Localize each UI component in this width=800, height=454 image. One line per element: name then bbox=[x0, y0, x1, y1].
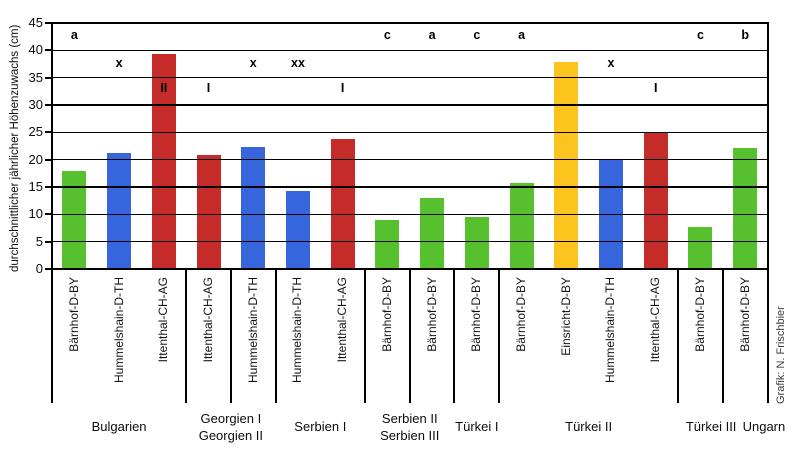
x-group-label-t-rkei-i: Türkei I bbox=[455, 419, 499, 434]
x-bar-label: Bärnhof-D-BY bbox=[424, 277, 439, 352]
group-divider-after-georgien-i bbox=[229, 269, 232, 403]
group-divider-after-t-rkei-i bbox=[498, 269, 501, 403]
y-tick-label-45: 45 bbox=[28, 15, 43, 30]
y-tick-label-20: 20 bbox=[28, 151, 43, 167]
group-divider-after-serbien-ii bbox=[408, 269, 411, 403]
x-bar-label: Hummelshain-D-TH bbox=[290, 277, 305, 384]
y-tick-0 bbox=[44, 268, 52, 270]
x-group-label-ungarn: Ungarn bbox=[742, 419, 786, 434]
plot-right-border bbox=[767, 22, 769, 403]
group-divider-after-georgien-ii bbox=[274, 269, 277, 403]
x-bar-label: Ittenthal-CH-AG bbox=[335, 277, 350, 363]
x-bar-label: Bärnhof-D-BY bbox=[469, 277, 484, 352]
significance-annotation: I bbox=[340, 81, 345, 96]
significance-annotation: c bbox=[696, 28, 704, 43]
significance-annotation: a bbox=[70, 28, 78, 43]
plot-top-border bbox=[51, 22, 769, 24]
group-divider-after-serbien-iii bbox=[453, 269, 456, 403]
x-bar-label: Hummelshain-D-TH bbox=[111, 277, 126, 384]
x-bar-label: Einsricht-D-BY bbox=[558, 277, 573, 356]
significance-annotation: c bbox=[383, 28, 391, 43]
significance-annotation: II bbox=[160, 81, 168, 96]
bar-einsricht-d-by bbox=[554, 62, 579, 269]
gridline-10 bbox=[52, 213, 768, 216]
x-bar-label: Bärnhof-D-BY bbox=[379, 277, 394, 352]
y-axis-line bbox=[50, 22, 53, 403]
y-tick-30 bbox=[44, 104, 52, 106]
x-group-label-bulgarien: Bulgarien bbox=[91, 419, 147, 434]
y-tick-40 bbox=[44, 49, 52, 52]
x-bar-label: Ittenthal-CH-AG bbox=[648, 277, 663, 363]
x-group-label-t-rkei-iii: Türkei III bbox=[685, 419, 737, 434]
y-tick-35 bbox=[44, 76, 52, 79]
significance-annotation: I bbox=[653, 81, 658, 96]
gridline-35 bbox=[52, 76, 768, 79]
significance-annotation: x bbox=[607, 56, 615, 70]
gridline-20 bbox=[52, 158, 768, 161]
bar-ittenthal-ch-ag bbox=[330, 138, 355, 269]
gridline-15 bbox=[52, 186, 768, 188]
x-group-label-serbien-i: Serbien I bbox=[294, 419, 347, 434]
y-tick-5 bbox=[44, 240, 52, 243]
bar-hummelshain-d-th bbox=[107, 153, 132, 269]
significance-annotation: b bbox=[741, 28, 749, 43]
x-bar-label: Hummelshain-D-TH bbox=[603, 277, 618, 384]
x-group-label-t-rkei-ii: Türkei II bbox=[565, 419, 613, 434]
x-bar-label: Bärnhof-D-BY bbox=[66, 277, 81, 352]
bar-ittenthal-ch-ag bbox=[196, 154, 221, 269]
gridline-5 bbox=[52, 240, 768, 243]
significance-annotation: a bbox=[518, 28, 526, 43]
y-tick-label-0: 0 bbox=[35, 261, 43, 276]
gridline-30 bbox=[52, 104, 768, 106]
x-bar-label: Bärnhof-D-BY bbox=[514, 277, 529, 352]
bar-hummelshain-d-th bbox=[241, 147, 266, 269]
significance-annotation: xx bbox=[291, 56, 305, 70]
bar-b-rnhof-d-by bbox=[733, 148, 758, 269]
group-divider-after-bulgarien bbox=[185, 269, 188, 403]
x-group-label-georgien-i: Georgien I Georgien II bbox=[198, 411, 264, 443]
bar-ittenthal-ch-ag bbox=[151, 54, 176, 269]
y-tick-15 bbox=[44, 186, 52, 188]
y-tick-25 bbox=[44, 131, 52, 134]
x-group-label-serbien-ii: Serbien II Serbien III bbox=[380, 411, 440, 443]
significance-annotation: a bbox=[428, 28, 436, 43]
gridline-40 bbox=[52, 49, 768, 52]
credit-line: Grafik: N. Frischbier bbox=[775, 306, 787, 404]
bar-b-rnhof-d-by bbox=[464, 216, 489, 269]
group-divider-after-serbien-i bbox=[364, 269, 367, 403]
x-bar-label: Hummelshain-D-TH bbox=[245, 277, 260, 384]
bar-hummelshain-d-th bbox=[285, 190, 310, 269]
x-bar-label: Bärnhof-D-BY bbox=[692, 277, 707, 352]
x-bar-label: Ittenthal-CH-AG bbox=[201, 277, 216, 363]
bar-ittenthal-ch-ag bbox=[643, 132, 668, 269]
y-tick-label-5: 5 bbox=[35, 233, 43, 249]
y-tick-45 bbox=[44, 22, 52, 24]
y-tick-label-15: 15 bbox=[28, 179, 43, 194]
y-tick-10 bbox=[44, 213, 52, 216]
significance-annotation: c bbox=[473, 28, 481, 43]
bar-b-rnhof-d-by bbox=[688, 226, 713, 269]
y-tick-label-10: 10 bbox=[28, 206, 43, 222]
y-tick-label-40: 40 bbox=[28, 42, 43, 58]
y-tick-label-35: 35 bbox=[28, 69, 43, 85]
bar-b-rnhof-d-by bbox=[375, 220, 400, 269]
y-tick-label-25: 25 bbox=[28, 124, 43, 140]
x-bar-label: Ittenthal-CH-AG bbox=[156, 277, 171, 363]
significance-annotation: x bbox=[249, 56, 257, 70]
x-axis-line bbox=[51, 268, 769, 271]
y-tick-20 bbox=[44, 158, 52, 161]
x-bar-label: Bärnhof-D-BY bbox=[737, 277, 752, 352]
y-tick-label-30: 30 bbox=[28, 97, 43, 112]
significance-annotation: I bbox=[206, 81, 211, 96]
group-divider-after-t-rkei-ii bbox=[677, 269, 680, 403]
bar-b-rnhof-d-by bbox=[509, 182, 534, 269]
group-divider-after-t-rkei-iii bbox=[721, 269, 724, 403]
gridline-25 bbox=[52, 131, 768, 134]
bar-b-rnhof-d-by bbox=[420, 197, 445, 269]
significance-annotation: x bbox=[115, 56, 123, 70]
